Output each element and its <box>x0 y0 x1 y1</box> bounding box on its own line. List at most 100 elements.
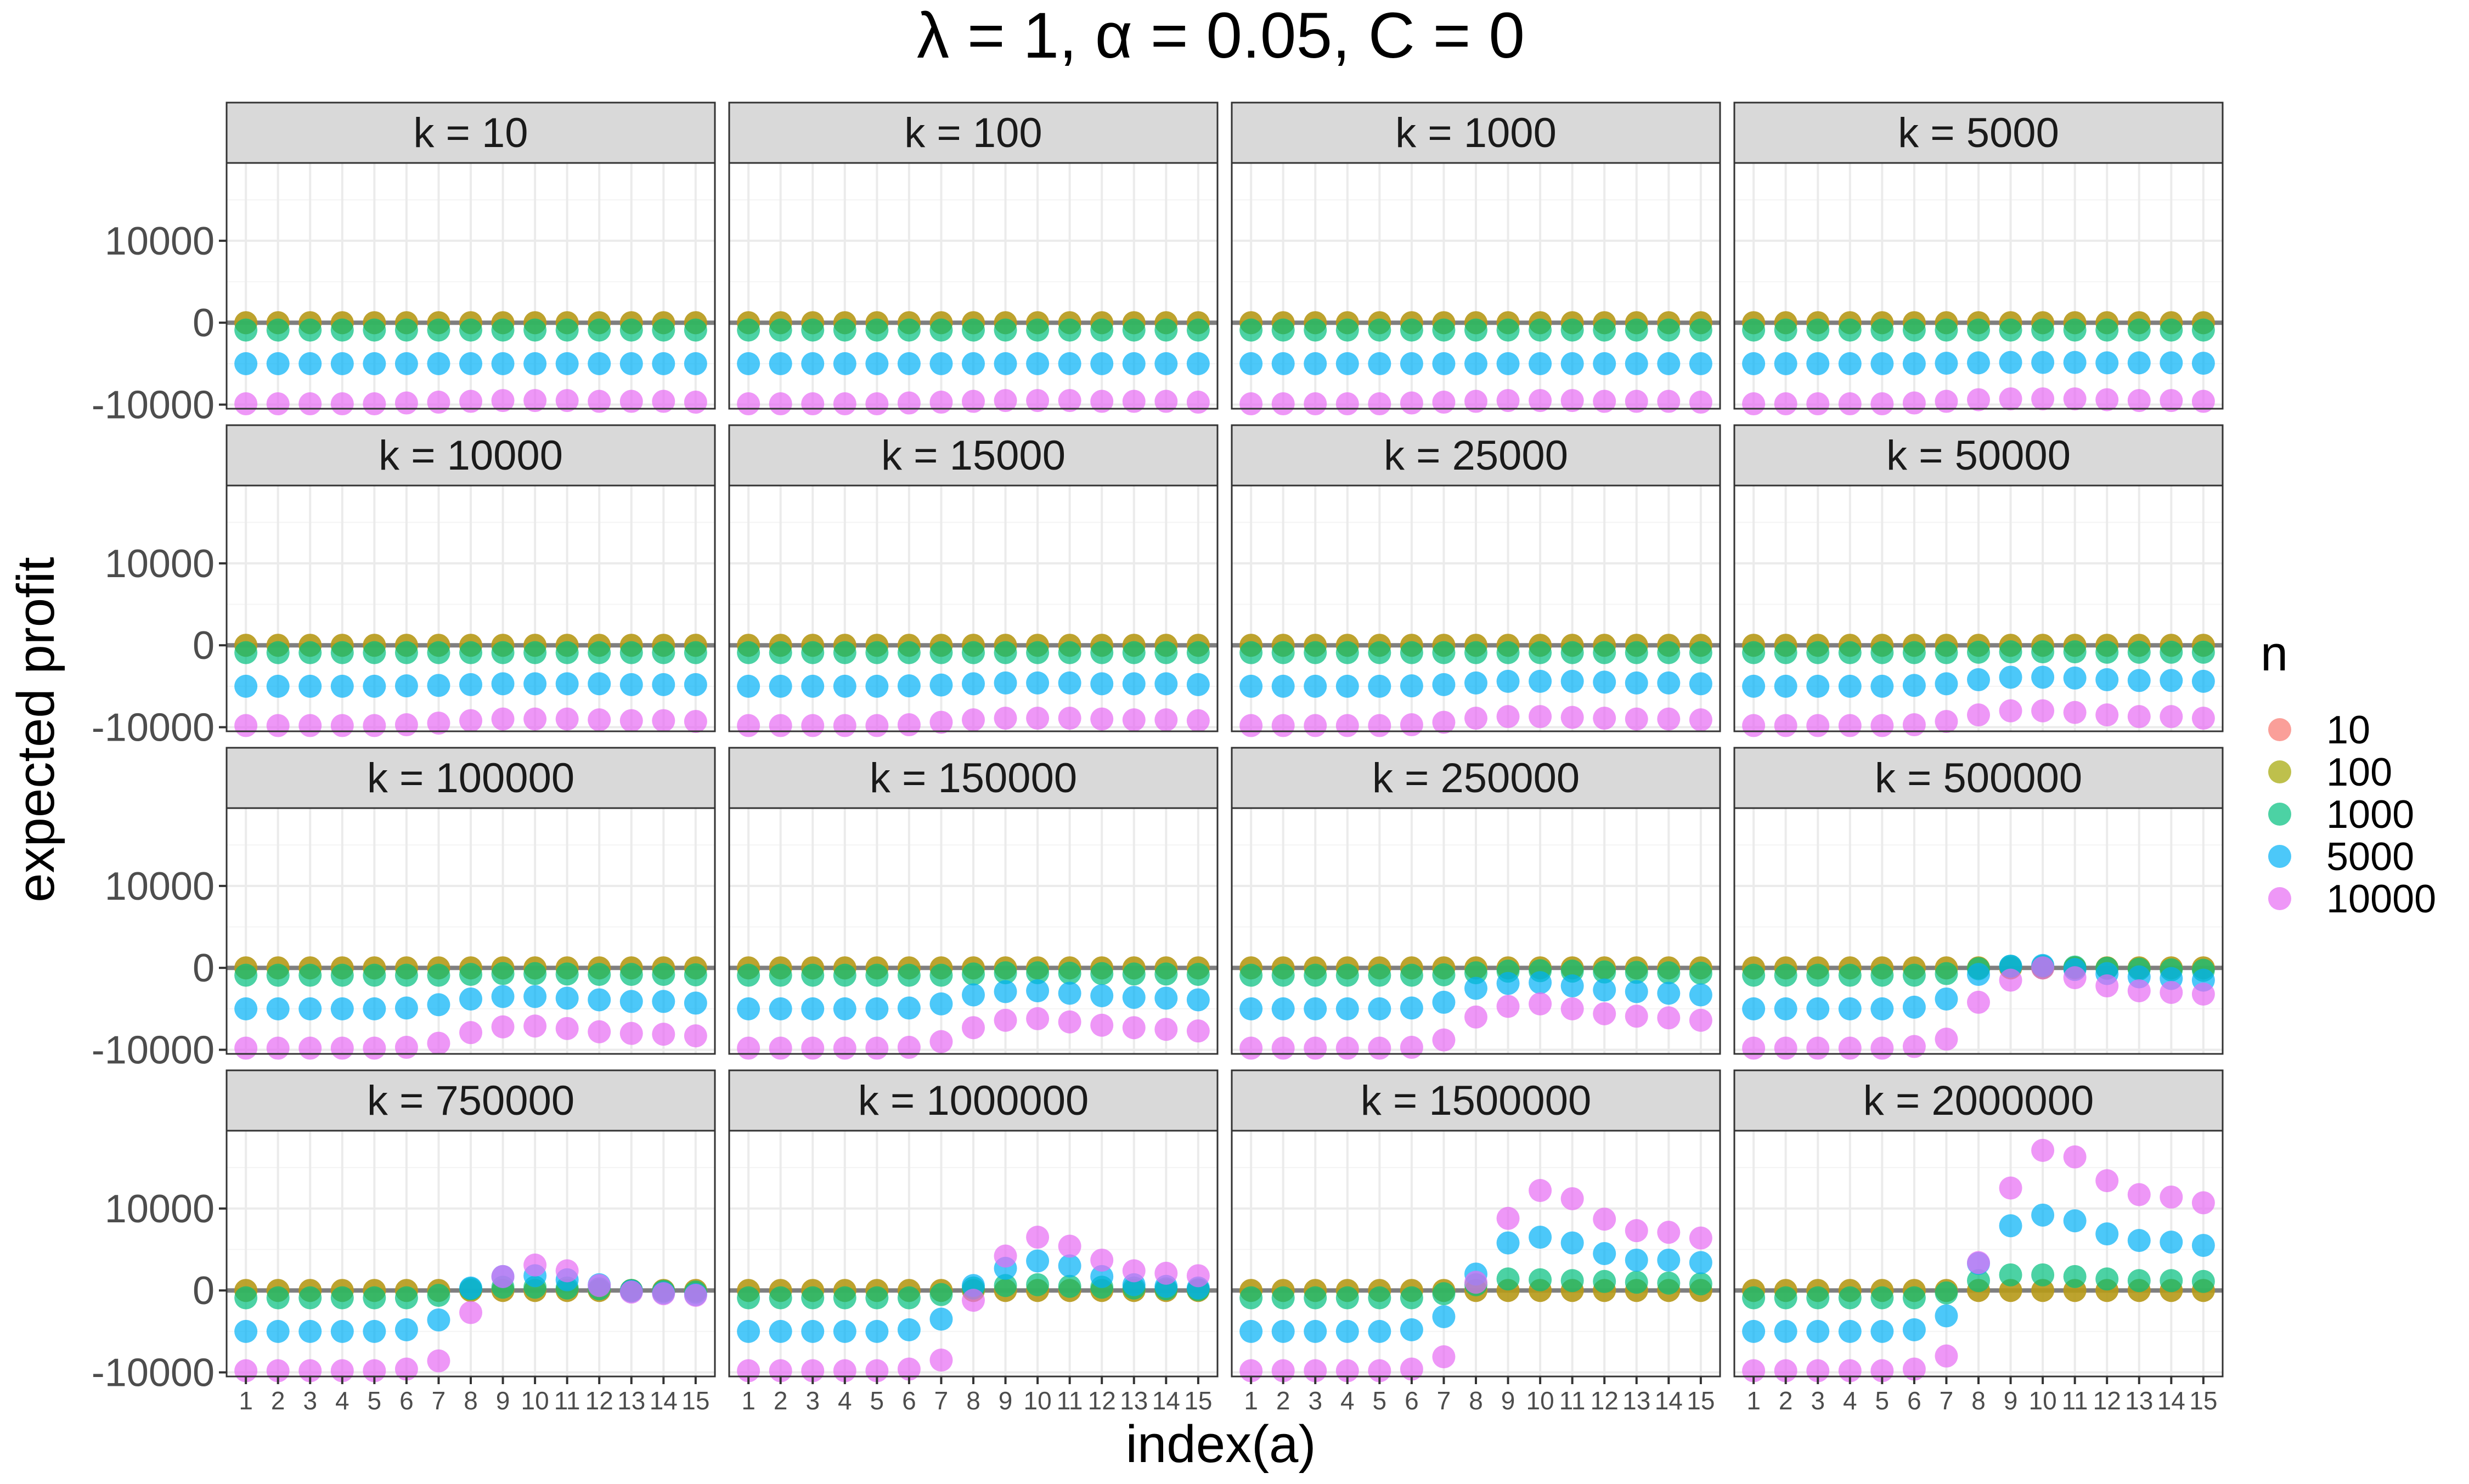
data-point <box>684 641 707 664</box>
data-point <box>652 390 675 413</box>
legend-label: 10000 <box>2326 877 2436 921</box>
data-point <box>1560 1187 1584 1210</box>
y-tick-label: 10000 <box>105 542 215 586</box>
data-point <box>1186 963 1210 986</box>
data-point <box>1774 997 1797 1020</box>
data-point <box>1689 641 1712 664</box>
data-point <box>1806 963 1830 987</box>
data-point <box>2031 1138 2055 1162</box>
data-point <box>769 1286 792 1310</box>
data-point <box>394 963 418 987</box>
x-tick-label: 11 <box>1057 1386 1083 1415</box>
data-point <box>427 1031 450 1055</box>
data-point <box>801 1319 825 1343</box>
data-point <box>994 707 1017 730</box>
data-point <box>1967 703 1990 727</box>
x-tick-label: 11 <box>554 1386 580 1415</box>
data-point <box>1368 1319 1391 1343</box>
facet-panel: k = 5000 <box>1733 101 2224 416</box>
data-point <box>1026 961 1050 985</box>
data-point <box>427 641 450 664</box>
data-point <box>363 392 386 416</box>
data-point <box>619 709 643 732</box>
data-point <box>1432 1028 1456 1052</box>
data-point <box>962 318 985 342</box>
data-point <box>1026 641 1050 664</box>
data-point <box>298 392 322 416</box>
data-point <box>619 673 643 696</box>
data-point <box>652 1023 675 1046</box>
data-point <box>266 392 290 416</box>
x-tick-label: 8 <box>1469 1386 1483 1415</box>
x-tick-label: 9 <box>999 1386 1013 1415</box>
data-point <box>684 991 707 1015</box>
data-point <box>2127 979 2151 1003</box>
facet-label: k = 15000 <box>881 432 1066 479</box>
data-point <box>330 714 354 737</box>
data-point <box>929 710 953 734</box>
data-point <box>1432 710 1456 734</box>
facet-panel: k = 100 <box>728 101 1219 416</box>
data-point <box>1154 1261 1178 1285</box>
facet-label: k = 1000 <box>1395 110 1557 156</box>
data-point <box>1239 1319 1263 1343</box>
data-point <box>1122 708 1146 732</box>
data-point <box>2127 640 2151 664</box>
data-point <box>2160 981 2183 1004</box>
data-point <box>2095 974 2119 998</box>
data-point <box>1122 641 1146 664</box>
data-point <box>1774 1286 1797 1310</box>
data-point <box>1058 352 1081 375</box>
data-point <box>1838 641 1862 664</box>
data-point <box>833 318 856 342</box>
data-point <box>684 391 707 414</box>
x-tick-label: 5 <box>368 1386 382 1415</box>
data-point <box>1529 352 1552 375</box>
data-point <box>1186 641 1210 664</box>
data-point <box>1271 641 1295 664</box>
data-point <box>769 641 792 664</box>
data-point <box>769 318 792 342</box>
facet-label: k = 10 <box>413 110 528 156</box>
data-point <box>737 963 760 987</box>
data-point <box>2063 1145 2087 1169</box>
data-point <box>555 1017 579 1040</box>
data-point <box>801 714 825 737</box>
data-point <box>2063 640 2087 664</box>
data-point <box>619 352 643 375</box>
data-point <box>833 1286 856 1310</box>
data-point <box>1657 318 1681 342</box>
data-point <box>1271 997 1295 1020</box>
data-point <box>2095 640 2119 664</box>
data-point <box>523 1014 547 1038</box>
data-point <box>427 318 450 342</box>
data-point <box>769 714 792 737</box>
data-point <box>394 996 418 1020</box>
data-point <box>684 318 707 342</box>
data-point <box>234 1036 258 1060</box>
data-point <box>2191 640 2215 664</box>
data-point <box>1154 962 1178 986</box>
data-point <box>1271 352 1295 375</box>
data-point <box>801 674 825 698</box>
data-point <box>684 1284 707 1307</box>
data-point <box>2127 318 2151 342</box>
data-point <box>737 1036 760 1060</box>
data-point <box>394 1357 418 1381</box>
data-point <box>1999 640 2022 664</box>
data-point <box>962 1289 985 1312</box>
data-point <box>1625 352 1648 375</box>
data-point <box>1368 674 1391 698</box>
data-point <box>769 1319 792 1343</box>
data-point <box>897 1357 921 1381</box>
data-point <box>1122 1016 1146 1040</box>
data-point <box>833 1036 856 1060</box>
data-point <box>1368 963 1391 987</box>
data-point <box>1657 352 1681 375</box>
data-point <box>1999 1263 2022 1286</box>
data-point <box>1090 962 1114 985</box>
data-point <box>1058 1274 1081 1298</box>
data-point <box>1090 352 1114 375</box>
data-point <box>865 1036 889 1060</box>
data-point <box>459 390 482 413</box>
